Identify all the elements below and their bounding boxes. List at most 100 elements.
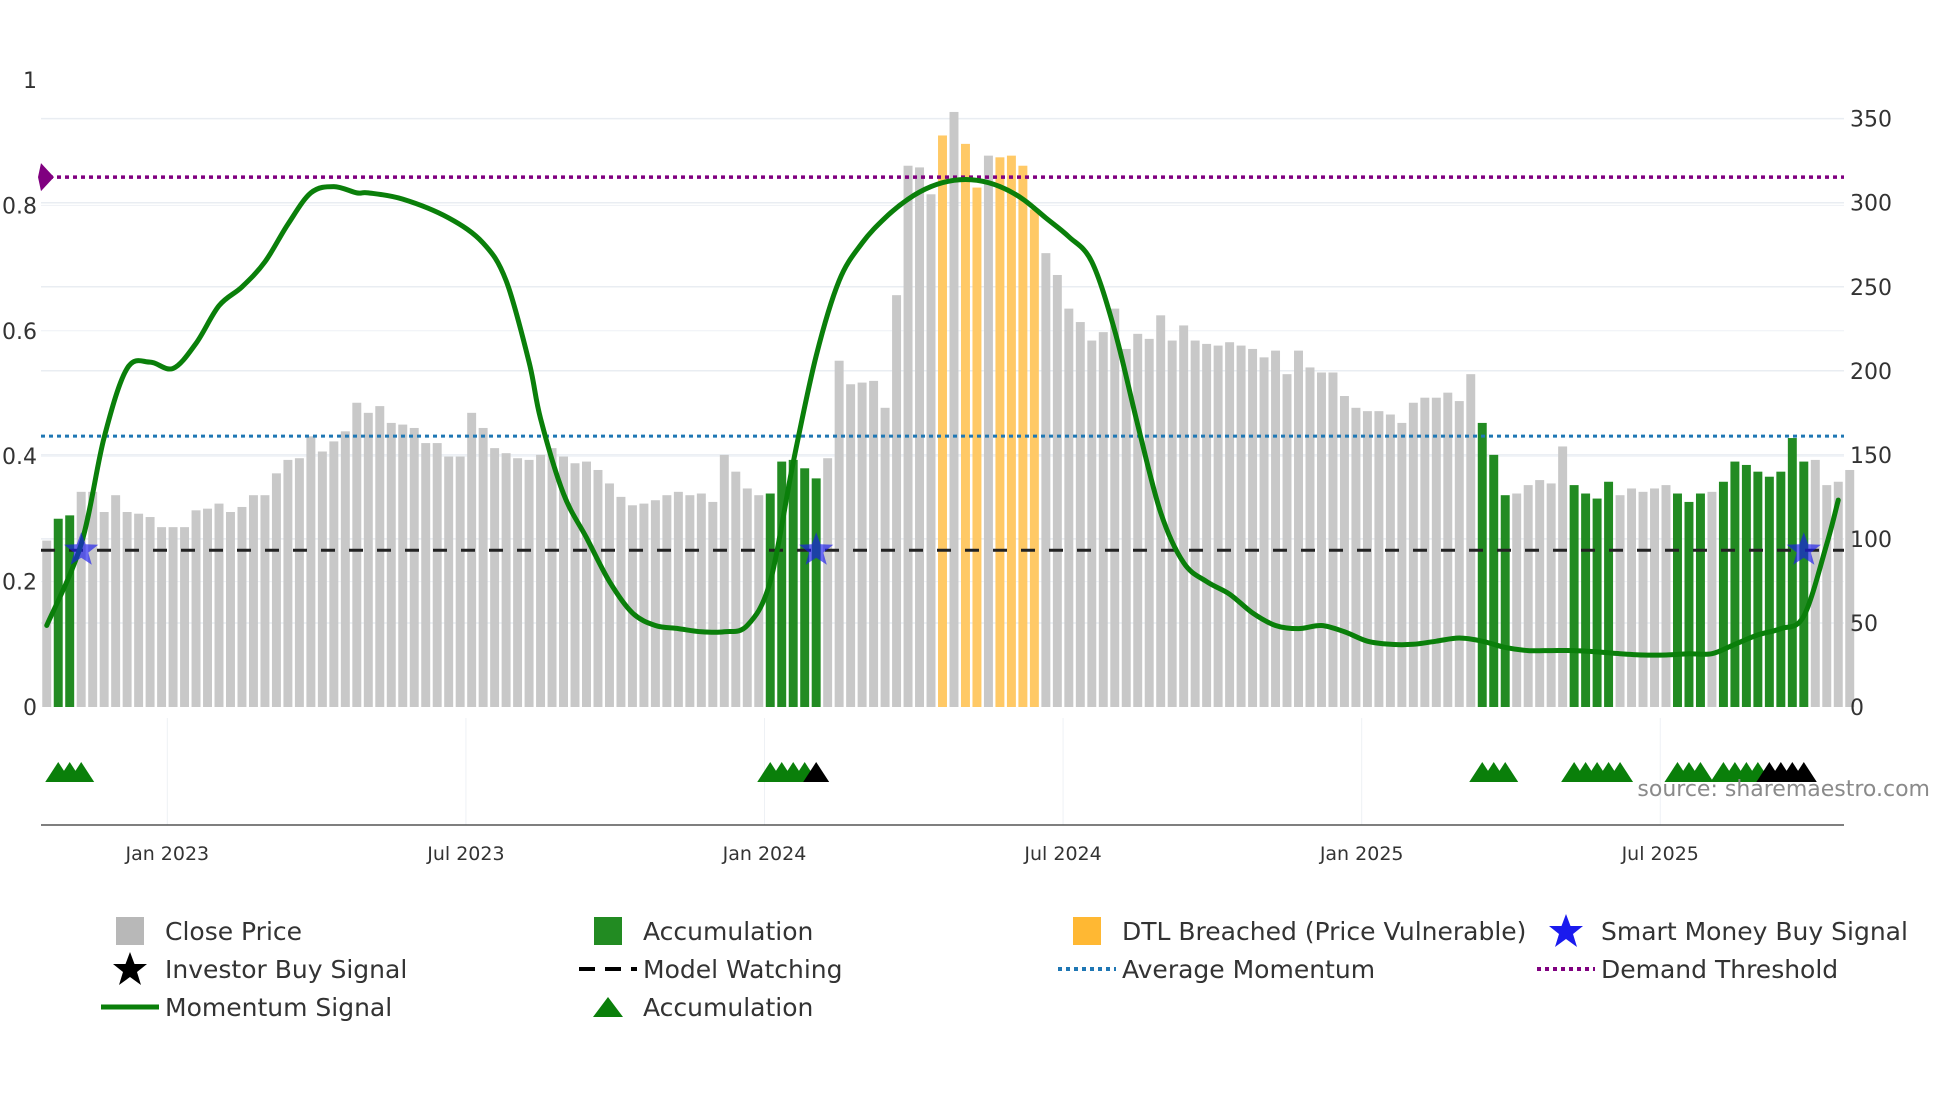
accumulation-bar xyxy=(777,461,787,707)
close-price-bar xyxy=(685,495,695,707)
close-price-bar xyxy=(1845,469,1855,707)
close-price-bar xyxy=(559,456,569,707)
close-price-bar xyxy=(306,436,316,707)
legend-average-momentum: Average Momentum xyxy=(1052,950,1375,988)
tick-labels: 0 0.2 0.4 0.6 0.8 1 0 50 100 150 200 250 300 350 Jan 2… xyxy=(2,69,1892,865)
close-price-bar xyxy=(375,406,385,707)
close-price-bar xyxy=(294,458,304,707)
close-price-bar xyxy=(1179,325,1189,707)
close-price-bar xyxy=(547,448,557,707)
close-price-bar xyxy=(536,454,546,707)
close-price-bar xyxy=(122,512,132,707)
close-price-bar xyxy=(742,488,752,707)
accumulation-bar xyxy=(1695,493,1705,707)
close-price-bar xyxy=(455,456,465,707)
close-price-bar xyxy=(627,505,637,707)
close-price-bar xyxy=(248,495,258,707)
legend-smart-money: Smart Money Buy Signal xyxy=(1531,912,1908,950)
close-price-bar xyxy=(708,501,718,707)
legend-model-watching: Model Watching xyxy=(573,950,843,988)
close-price-bar xyxy=(731,471,741,707)
legend-smart-money-label: Smart Money Buy Signal xyxy=(1601,916,1908,946)
close-price-bar xyxy=(1225,342,1235,707)
close-price-bar xyxy=(639,503,649,707)
close-price-bar xyxy=(1328,372,1338,707)
right-tick-label: 100 xyxy=(1850,528,1892,553)
close-price-bar xyxy=(203,508,212,707)
right-tick-label: 300 xyxy=(1850,192,1892,217)
close-price-bar xyxy=(1190,340,1200,707)
close-price-bar xyxy=(467,412,477,707)
signal-markers xyxy=(45,762,1817,782)
left-tick-label: 0.8 xyxy=(2,194,37,219)
close-price-bar xyxy=(88,491,98,707)
close-price-bar xyxy=(1144,338,1154,707)
close-price-bar xyxy=(915,167,925,708)
close-price-bar xyxy=(892,295,902,707)
close-price-bar xyxy=(846,384,856,707)
dtl-breached-bar xyxy=(1029,209,1039,707)
right-tick-label: 350 xyxy=(1850,108,1892,133)
dtl-breached-bar xyxy=(1018,165,1028,707)
close-price-bar xyxy=(604,483,614,707)
dtl-breached-bar xyxy=(995,157,1005,707)
accumulation-bar xyxy=(53,518,63,707)
close-price-bar xyxy=(1075,322,1085,707)
accumulation-triangle xyxy=(68,762,95,782)
close-price-bar xyxy=(1512,493,1522,707)
x-tick-label: Jan 2023 xyxy=(124,843,209,865)
close-price-bar xyxy=(283,459,293,707)
close-price-bar xyxy=(1661,485,1671,707)
close-price-bar xyxy=(134,513,144,707)
close-price-bar xyxy=(650,500,660,707)
legend-close-price-label: Close Price xyxy=(165,916,303,946)
close-price-bar xyxy=(145,517,155,707)
close-price-bar xyxy=(662,495,672,707)
close-price-bar xyxy=(421,443,431,707)
close-price-bar xyxy=(1466,374,1476,707)
close-price-bar xyxy=(1707,491,1717,707)
right-tick-label: 50 xyxy=(1850,612,1878,637)
close-price-bar xyxy=(1558,446,1568,707)
legend-accumulation: Accumulation xyxy=(573,912,813,950)
close-price-bar xyxy=(582,461,591,707)
accumulation-bar xyxy=(65,515,75,707)
accumulation-swatch xyxy=(594,917,622,945)
close-price-bar xyxy=(478,427,488,707)
legend-dtl-breached-label: DTL Breached (Price Vulnerable) xyxy=(1122,916,1527,946)
momentum-signal-line xyxy=(44,177,1841,658)
accumulation-bar xyxy=(1776,471,1786,707)
close-price-bar xyxy=(1064,308,1074,707)
legend-accumulation-label: Accumulation xyxy=(643,916,814,946)
accumulation-bar xyxy=(1581,493,1591,707)
right-tick-label: 150 xyxy=(1850,444,1892,469)
left-tick-label: 1 xyxy=(23,69,37,94)
legend-investor-buy: Investor Buy Signal xyxy=(95,950,407,988)
smart-money-star xyxy=(64,532,99,565)
accumulation-bar xyxy=(811,478,821,707)
close-price-bar xyxy=(1087,340,1097,707)
close-price-bar xyxy=(1282,374,1292,707)
close-price-bar xyxy=(1236,345,1246,707)
right-tick-label: 200 xyxy=(1850,360,1892,385)
close-price-bar xyxy=(1833,481,1843,707)
close-price-bar xyxy=(386,422,396,707)
right-tick-label: 0 xyxy=(1850,696,1864,721)
accumulation-bar xyxy=(1477,422,1487,707)
accumulation-bar xyxy=(800,468,810,707)
close-price-bar xyxy=(1627,488,1637,707)
close-price-bar xyxy=(1374,411,1384,707)
close-price-bar xyxy=(857,382,867,707)
legend-close-price: Close Price xyxy=(95,912,302,950)
close-price-bar xyxy=(157,527,167,707)
close-price-bar xyxy=(1316,372,1326,707)
investor-triangle xyxy=(803,762,830,782)
close-price-bar xyxy=(352,402,362,707)
smart-money-star xyxy=(1786,532,1821,565)
close-price-bar xyxy=(1454,401,1464,707)
legend: Close Price Investor Buy Signal Momentum… xyxy=(95,912,1955,1062)
close-price-bar xyxy=(317,451,327,707)
close-price-bar xyxy=(1052,274,1062,707)
close-price-bar xyxy=(99,512,109,707)
close-price-bar xyxy=(1339,396,1349,707)
